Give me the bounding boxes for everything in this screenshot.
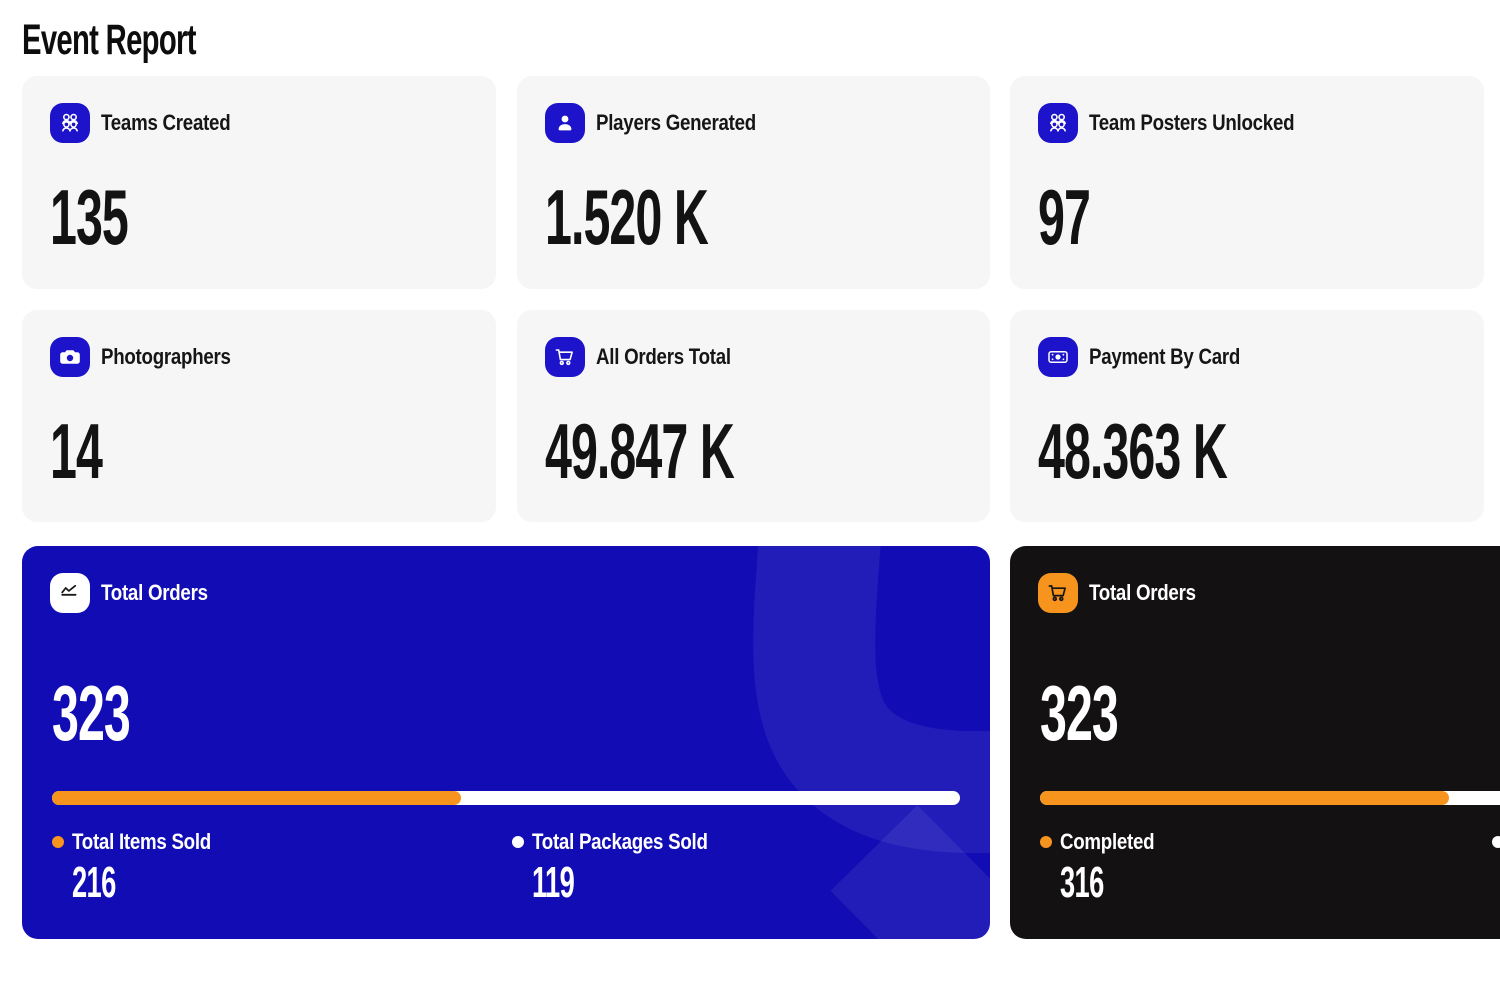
stat-card-value: 14 (50, 407, 103, 495)
stat-card-value: 1.520 K (545, 173, 709, 261)
legend-value: 316 (1060, 858, 1104, 907)
legend-dot (1492, 836, 1500, 848)
stat-card-payment-by-card: Payment By Card 48.363 K (1010, 310, 1484, 522)
stat-card-label: Payment By Card (1089, 344, 1241, 369)
team-icon (50, 103, 90, 143)
camera-icon (50, 337, 90, 377)
stat-card-label: Team Posters Unlocked (1089, 110, 1295, 135)
stat-card-label: Players Generated (596, 110, 756, 135)
legend-dot (512, 836, 524, 848)
legend-item-completed: Completed 316 (1040, 829, 1171, 907)
cart-icon (1038, 573, 1078, 613)
legend-dot (1040, 836, 1052, 848)
stat-card-header: Players Generated (545, 103, 784, 143)
stat-card-teams-created: Teams Created 135 (22, 76, 496, 289)
legend-item-total-packages-sold: Total Packages Sold 119 (512, 829, 739, 907)
orders-card-header: Total Orders (1038, 573, 1215, 613)
legend-label: Total Items Sold (72, 829, 211, 854)
orders-card-label: Total Orders (1089, 580, 1196, 605)
orders-progress-fill (1040, 791, 1449, 805)
stat-card-photographers: Photographers 14 (22, 310, 496, 522)
stat-card-value: 135 (50, 173, 129, 261)
stat-card-value: 49.847 K (545, 407, 735, 495)
orders-card-value: 323 (1040, 669, 1119, 757)
legend-label: Completed (1060, 829, 1155, 854)
orders-card-value: 323 (52, 669, 131, 757)
total-orders-card-dark: Total Orders 323 Completed 316 (1010, 546, 1500, 939)
stat-card-header: Photographers (50, 337, 254, 377)
legend-dot (52, 836, 64, 848)
cart-icon (545, 337, 585, 377)
stat-card-header: Team Posters Unlocked (1038, 103, 1331, 143)
orders-progress-bar (52, 791, 960, 805)
orders-progress-bar (1040, 791, 1500, 805)
orders-progress-fill (52, 791, 461, 805)
stat-card-value: 48.363 K (1038, 407, 1228, 495)
legend-label: Total Packages Sold (532, 829, 708, 854)
banknote-icon (1038, 337, 1078, 377)
chart-line-icon (50, 573, 90, 613)
stat-card-header: All Orders Total (545, 337, 755, 377)
stat-card-value: 97 (1038, 173, 1091, 261)
stat-card-header: Payment By Card (1038, 337, 1267, 377)
legend-value: 119 (532, 858, 575, 907)
stat-card-label: Teams Created (101, 110, 231, 135)
stat-card-all-orders-total: All Orders Total 49.847 K (517, 310, 990, 522)
stat-card-team-posters-unlocked: Team Posters Unlocked 97 (1010, 76, 1484, 289)
total-orders-card-blue: Total Orders 323 Total Items Sold 216 To… (22, 546, 990, 939)
legend-item-total-items-sold: Total Items Sold 216 (52, 829, 235, 907)
stat-card-header: Teams Created (50, 103, 253, 143)
stat-card-label: All Orders Total (596, 344, 731, 369)
stat-card-players-generated: Players Generated 1.520 K (517, 76, 990, 289)
legend-value: 216 (72, 858, 116, 907)
orders-card-label: Total Orders (101, 580, 208, 605)
orders-card-header: Total Orders (50, 573, 227, 613)
stat-card-label: Photographers (101, 344, 231, 369)
team-icon (1038, 103, 1078, 143)
page-title: Event Report (22, 16, 196, 64)
player-icon (545, 103, 585, 143)
